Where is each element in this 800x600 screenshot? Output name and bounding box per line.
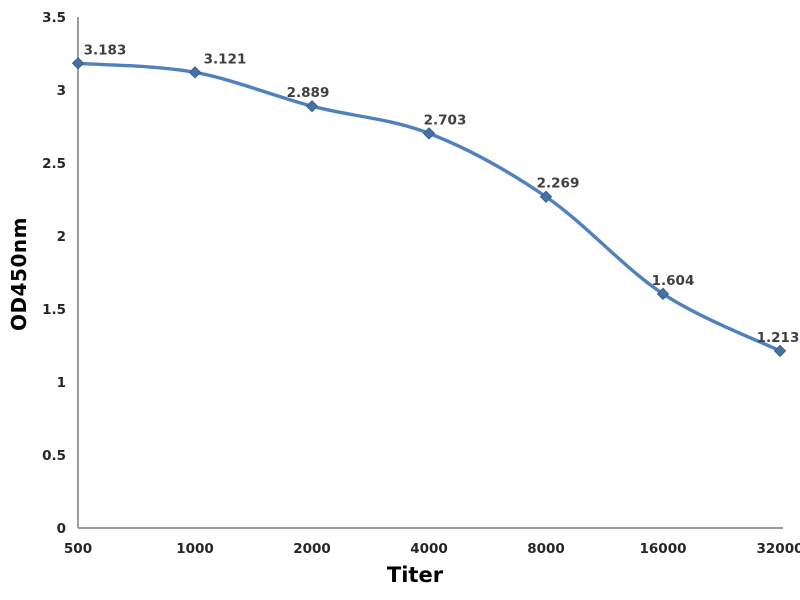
data-point-marker	[656, 287, 670, 301]
y-tick-label: 2.5	[42, 156, 66, 172]
data-point-marker	[773, 344, 787, 358]
x-tick-label: 8000	[527, 541, 565, 557]
y-tick-label: 0	[57, 521, 66, 537]
data-point-label: 1.604	[652, 273, 695, 289]
data-point-marker	[188, 66, 202, 79]
y-tick-label: 0.5	[42, 448, 66, 464]
data-point-label: 2.889	[287, 85, 330, 101]
data-point-marker	[539, 190, 553, 203]
data-point-label: 2.703	[424, 112, 467, 128]
data-point-marker	[422, 127, 436, 140]
data-point-marker	[305, 99, 319, 113]
y-tick-label: 1	[57, 375, 66, 391]
x-tick-label: 16000	[640, 541, 687, 557]
y-tick-label: 1.5	[42, 302, 66, 318]
x-tick-label: 500	[64, 541, 92, 557]
x-tick-label: 2000	[293, 541, 331, 557]
x-axis-title: Titer	[386, 563, 444, 587]
y-tick-label: 2	[57, 229, 66, 245]
data-point-label: 3.121	[204, 51, 247, 67]
data-point-label: 3.183	[84, 42, 127, 58]
data-point-marker	[71, 57, 85, 70]
y-tick-label: 3	[57, 83, 66, 99]
series-line	[76, 61, 782, 353]
data-point-label: 2.269	[537, 176, 580, 192]
data-point-label: 1.213	[757, 330, 800, 346]
y-tick-label: 3.5	[42, 10, 66, 26]
x-tick-label: 1000	[176, 541, 214, 557]
x-tick-label: 4000	[410, 541, 448, 557]
y-axis-title: OD450nm	[7, 217, 31, 331]
x-tick-label: 32000	[757, 541, 800, 557]
